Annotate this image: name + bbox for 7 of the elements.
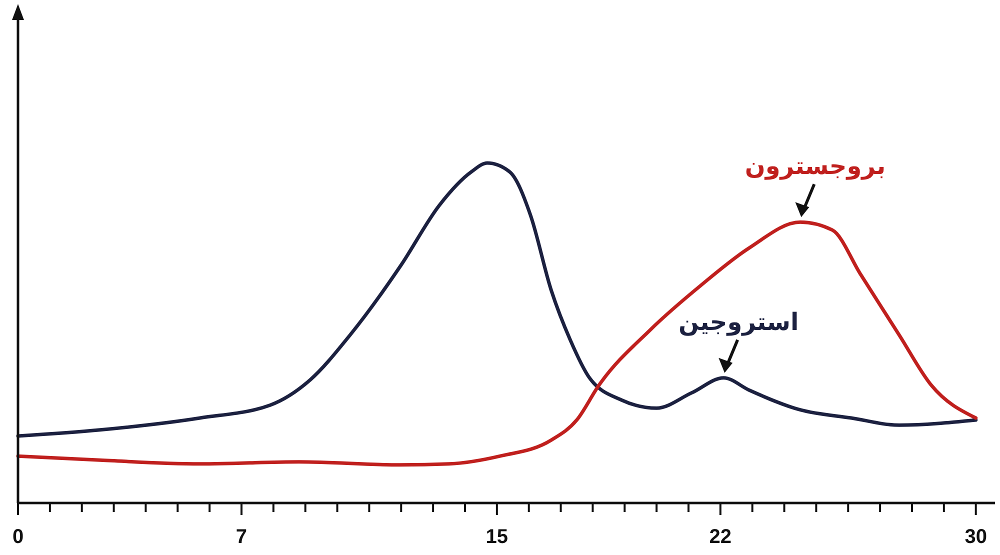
- x-tick-label: 15: [486, 526, 508, 548]
- x-tick-label: 7: [236, 526, 248, 548]
- text: بروجسترون: [744, 152, 886, 180]
- text: استروجين: [678, 308, 799, 336]
- x-tick-label: 22: [709, 526, 732, 548]
- x-tick-label: 0: [12, 526, 24, 548]
- x-tick-label: 30: [964, 526, 987, 548]
